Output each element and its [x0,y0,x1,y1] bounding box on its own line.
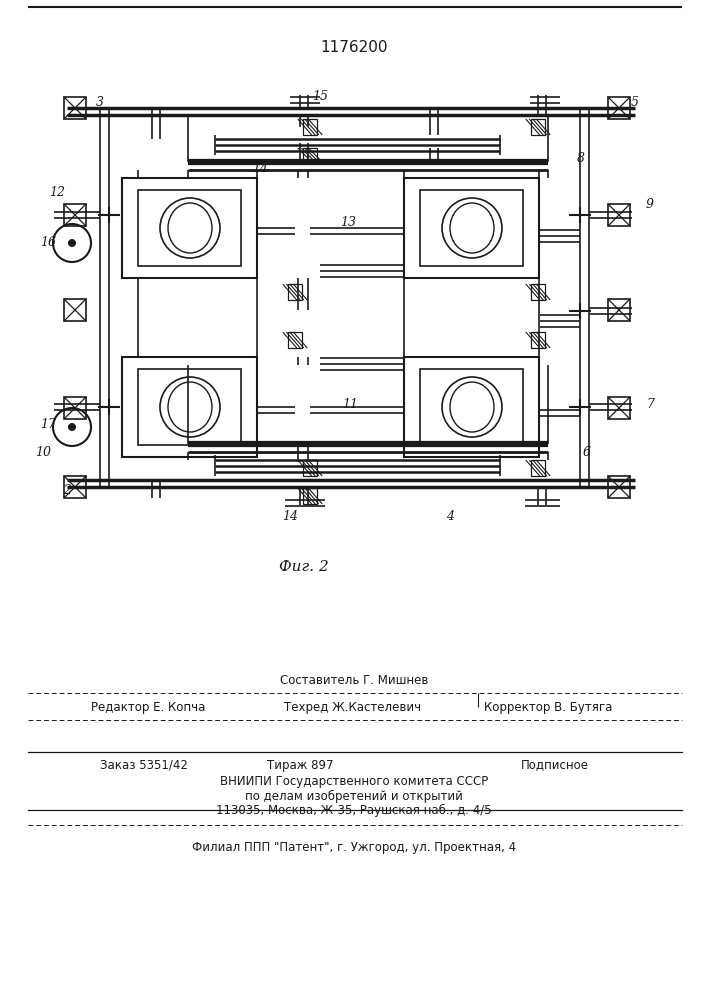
Bar [303,148,317,162]
Text: Подписное: Подписное [521,758,589,772]
Bar [122,357,257,457]
Text: 2: 2 [63,484,71,496]
Text: 13: 13 [340,216,356,229]
Bar [608,97,630,119]
Bar [138,190,241,266]
Text: ВНИИПИ Государственного комитета СССР: ВНИИПИ Государственного комитета СССР [220,776,488,788]
Bar [303,488,317,504]
Text: Корректор В. Бутяга: Корректор В. Бутяга [484,702,612,714]
Bar [608,204,630,226]
Bar [64,299,86,321]
Bar [608,476,630,498]
Text: Редактор Е. Копча: Редактор Е. Копча [90,702,205,714]
Text: 15: 15 [312,90,328,103]
Text: 113035, Москва, Ж-35, Раушская наб., д. 4/5: 113035, Москва, Ж-35, Раушская наб., д. … [216,803,492,817]
Text: Техред Ж.Кастелевич: Техред Ж.Кастелевич [284,702,421,714]
Bar [608,299,630,321]
Bar [64,476,86,498]
Bar [288,332,302,348]
Text: 6: 6 [583,446,591,458]
Bar [420,190,523,266]
Bar [531,119,545,135]
Bar [138,369,241,445]
Bar [288,284,302,300]
Bar [404,357,539,457]
Circle shape [68,423,76,431]
Text: 14: 14 [282,510,298,522]
Text: 4: 4 [446,510,454,522]
Text: Составитель Г. Мишнев: Составитель Г. Мишнев [280,674,428,686]
Text: 16: 16 [40,236,56,249]
Bar [404,178,539,278]
Circle shape [68,239,76,247]
Text: Заказ 5351/42: Заказ 5351/42 [100,758,188,772]
Bar [64,397,86,419]
Text: Тираж 897: Тираж 897 [267,758,333,772]
Bar [531,284,545,300]
Text: 17: 17 [40,418,56,432]
Bar [64,204,86,226]
Text: 14: 14 [252,161,268,174]
Bar [303,119,317,135]
Bar [64,97,86,119]
Bar [531,460,545,476]
Bar [420,369,523,445]
Bar [608,397,630,419]
Text: 7: 7 [646,398,654,412]
Text: Фиг. 2: Фиг. 2 [279,560,329,574]
Text: 9: 9 [646,198,654,212]
Text: 1176200: 1176200 [320,40,387,55]
Bar [303,460,317,476]
Text: 12: 12 [49,186,65,200]
Bar [531,332,545,348]
Text: 11: 11 [342,398,358,412]
Text: 10: 10 [35,446,51,458]
Bar [122,178,257,278]
Text: 3: 3 [96,97,104,109]
Text: 8: 8 [577,151,585,164]
Text: по делам изобретений и открытий: по делам изобретений и открытий [245,789,463,803]
Text: Филиал ППП "Патент", г. Ужгород, ул. Проектная, 4: Филиал ППП "Патент", г. Ужгород, ул. Про… [192,842,516,854]
Text: 5: 5 [631,97,639,109]
